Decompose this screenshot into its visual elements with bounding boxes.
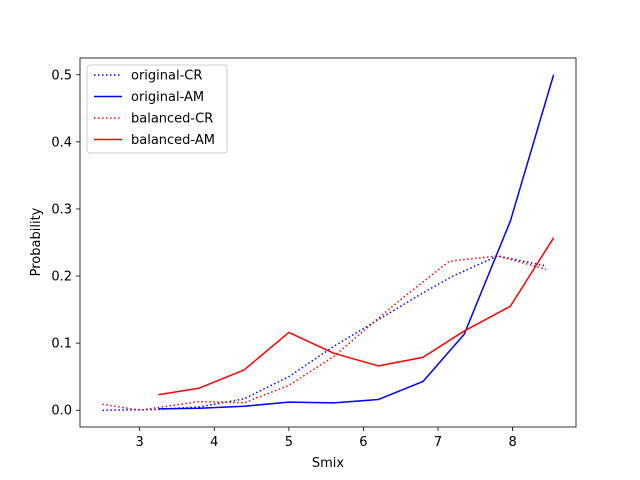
legend-box [86, 64, 228, 154]
x-tick-label: 8 [508, 435, 516, 450]
y-tick-label: 0.4 [51, 135, 72, 150]
series-layer [102, 74, 555, 411]
y-tick-label: 0.3 [51, 202, 72, 217]
series-line-original-CR [102, 255, 547, 411]
x-tick-label: 4 [210, 435, 218, 450]
x-tick-label: 5 [285, 435, 293, 450]
y-axis-label: Probability [29, 207, 44, 276]
legend-label-balanced-CR: balanced-CR [131, 112, 213, 127]
legend: original-CR original-AM balanced-CR balance… [86, 64, 228, 154]
x-axis-ticks: 3 4 5 6 7 8 [136, 427, 517, 450]
y-axis-ticks: 0.0 0.1 0.2 0.3 0.4 0.5 [51, 68, 80, 419]
y-tick-label: 0.0 [51, 404, 72, 419]
legend-label-balanced-AM: balanced-AM [131, 133, 215, 148]
x-tick-label: 3 [136, 435, 144, 450]
legend-label-original-CR: original-CR [131, 69, 202, 84]
y-tick-label: 0.2 [51, 270, 72, 285]
series-line-balanced-AM [158, 237, 555, 396]
legend-label-original-AM: original-AM [131, 90, 204, 105]
x-axis-label: Smix [312, 456, 345, 471]
series-line-original-AM [158, 74, 555, 410]
x-tick-label: 6 [359, 435, 367, 450]
y-tick-label: 0.5 [51, 68, 72, 83]
legend-items: original-CR original-AM balanced-CR balance… [94, 69, 215, 148]
plot-area-frame [79, 57, 577, 428]
series-line-balanced-CR [102, 255, 547, 411]
y-tick-label: 0.1 [51, 337, 72, 352]
x-tick-label: 7 [434, 435, 442, 450]
